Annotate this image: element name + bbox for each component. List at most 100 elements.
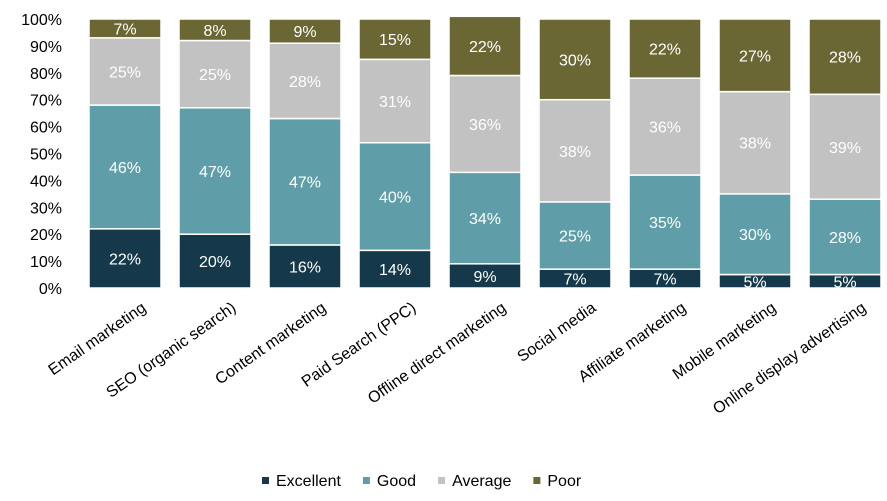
- bar-segment: [808, 93, 882, 200]
- legend-item: Excellent: [262, 473, 341, 490]
- data-label: 36%: [469, 117, 501, 134]
- legend-label: Excellent: [276, 473, 341, 490]
- legend-label: Average: [452, 473, 511, 490]
- y-tick-label: 40%: [30, 173, 62, 190]
- data-label: 46%: [109, 160, 141, 177]
- bar-stack: 7% 35% 36% 22%: [628, 18, 702, 289]
- bar-segment: [178, 107, 252, 235]
- bar-segment: [358, 249, 432, 289]
- legend-item: Poor: [533, 473, 582, 490]
- bar-segment: [448, 15, 522, 77]
- data-label: 39%: [829, 140, 861, 157]
- data-label: 7%: [113, 21, 136, 38]
- y-tick-label: 50%: [30, 147, 62, 164]
- data-label: 31%: [379, 94, 411, 111]
- bar-segment: [178, 39, 252, 109]
- y-axis: 0% 10% 20% 30% 40% 50% 60% 70% 80% 90% 100%: [21, 12, 62, 298]
- bar-segment: [538, 201, 612, 270]
- legend-item: Average: [438, 473, 511, 490]
- x-tick-label: Online display advertising: [710, 299, 869, 418]
- data-label: 5%: [743, 274, 766, 291]
- bar-segment: [808, 18, 882, 96]
- y-tick-label: 90%: [30, 39, 62, 56]
- bar-segment: [808, 198, 882, 276]
- bar-segment: [88, 18, 162, 39]
- y-tick-label: 80%: [30, 66, 62, 83]
- bar-segment: [88, 228, 162, 289]
- legend: Excellent Good Average Poor: [262, 473, 582, 490]
- bar-segment: [718, 90, 792, 195]
- data-label: 16%: [289, 259, 321, 276]
- legend-swatch: [438, 477, 446, 484]
- data-label: 38%: [739, 136, 771, 153]
- bar-stack: 20% 47% 25% 8%: [178, 18, 252, 289]
- bar-segment: [538, 98, 612, 203]
- data-label: 28%: [289, 74, 321, 91]
- data-label: 7%: [653, 272, 676, 289]
- bar-stack: 14% 40% 31% 15%: [358, 18, 432, 289]
- bar-segment: [448, 74, 522, 174]
- bars: 22% 46% 25% 7% 20% 47% 25% 8% 16% 47% 28% 9% 14% 40% 3…: [88, 15, 882, 291]
- data-label: 25%: [109, 64, 141, 81]
- legend-swatch: [362, 477, 370, 484]
- data-label: 38%: [559, 144, 591, 161]
- data-label: 40%: [379, 190, 411, 207]
- data-label: 28%: [829, 50, 861, 67]
- legend-label: Good: [377, 473, 416, 490]
- bar-segment: [628, 77, 702, 176]
- bar-stack: 5% 30% 38% 27%: [718, 18, 792, 291]
- bar-segment: [448, 171, 522, 265]
- data-label: 27%: [739, 48, 771, 65]
- data-label: 15%: [379, 32, 411, 49]
- bar-segment: [268, 18, 342, 44]
- data-label: 30%: [559, 52, 591, 69]
- data-label: 35%: [649, 215, 681, 232]
- data-label: 47%: [199, 164, 231, 181]
- data-label: 9%: [473, 269, 496, 286]
- y-tick-label: 100%: [21, 12, 62, 29]
- bar-segment: [358, 58, 432, 144]
- x-tick-label: Social media: [515, 299, 600, 366]
- data-label: 25%: [559, 229, 591, 246]
- bar-segment: [268, 244, 342, 289]
- bar-segment: [358, 141, 432, 252]
- data-label: 28%: [829, 230, 861, 247]
- bar-segment: [538, 18, 612, 101]
- data-label: 8%: [203, 23, 226, 40]
- data-label: 47%: [289, 175, 321, 192]
- legend-swatch: [262, 477, 269, 484]
- legend-label: Poor: [547, 473, 581, 490]
- y-tick-label: 20%: [30, 227, 62, 244]
- bar-segment: [718, 193, 792, 276]
- data-label: 7%: [563, 272, 586, 289]
- legend-swatch: [533, 477, 541, 484]
- y-tick-label: 10%: [30, 254, 62, 271]
- bar-segment: [268, 42, 342, 120]
- bar-segment: [448, 263, 522, 289]
- bar-segment: [628, 18, 702, 79]
- bar-segment: [178, 233, 252, 289]
- data-label: 14%: [379, 262, 411, 279]
- bar-stack: 7% 25% 38% 30%: [538, 18, 612, 289]
- bar-stack: 16% 47% 28% 9%: [268, 18, 342, 289]
- bar-segment: [358, 18, 432, 61]
- data-label: 22%: [469, 39, 501, 56]
- data-label: 5%: [833, 274, 856, 291]
- data-label: 20%: [199, 254, 231, 271]
- y-tick-label: 0%: [39, 281, 62, 298]
- data-label: 34%: [469, 211, 501, 228]
- bar-stack: 9% 34% 36% 22%: [448, 15, 522, 289]
- y-tick-label: 70%: [30, 93, 62, 110]
- bar-stack: 5% 28% 39% 28%: [808, 18, 882, 291]
- y-tick-label: 30%: [30, 200, 62, 217]
- legend-item: Good: [362, 473, 416, 490]
- bar-segment: [628, 174, 702, 270]
- bar-segment: [718, 18, 792, 93]
- data-label: 25%: [199, 67, 231, 84]
- data-label: 22%: [649, 42, 681, 59]
- bar-segment: [268, 117, 342, 246]
- data-label: 22%: [109, 251, 141, 268]
